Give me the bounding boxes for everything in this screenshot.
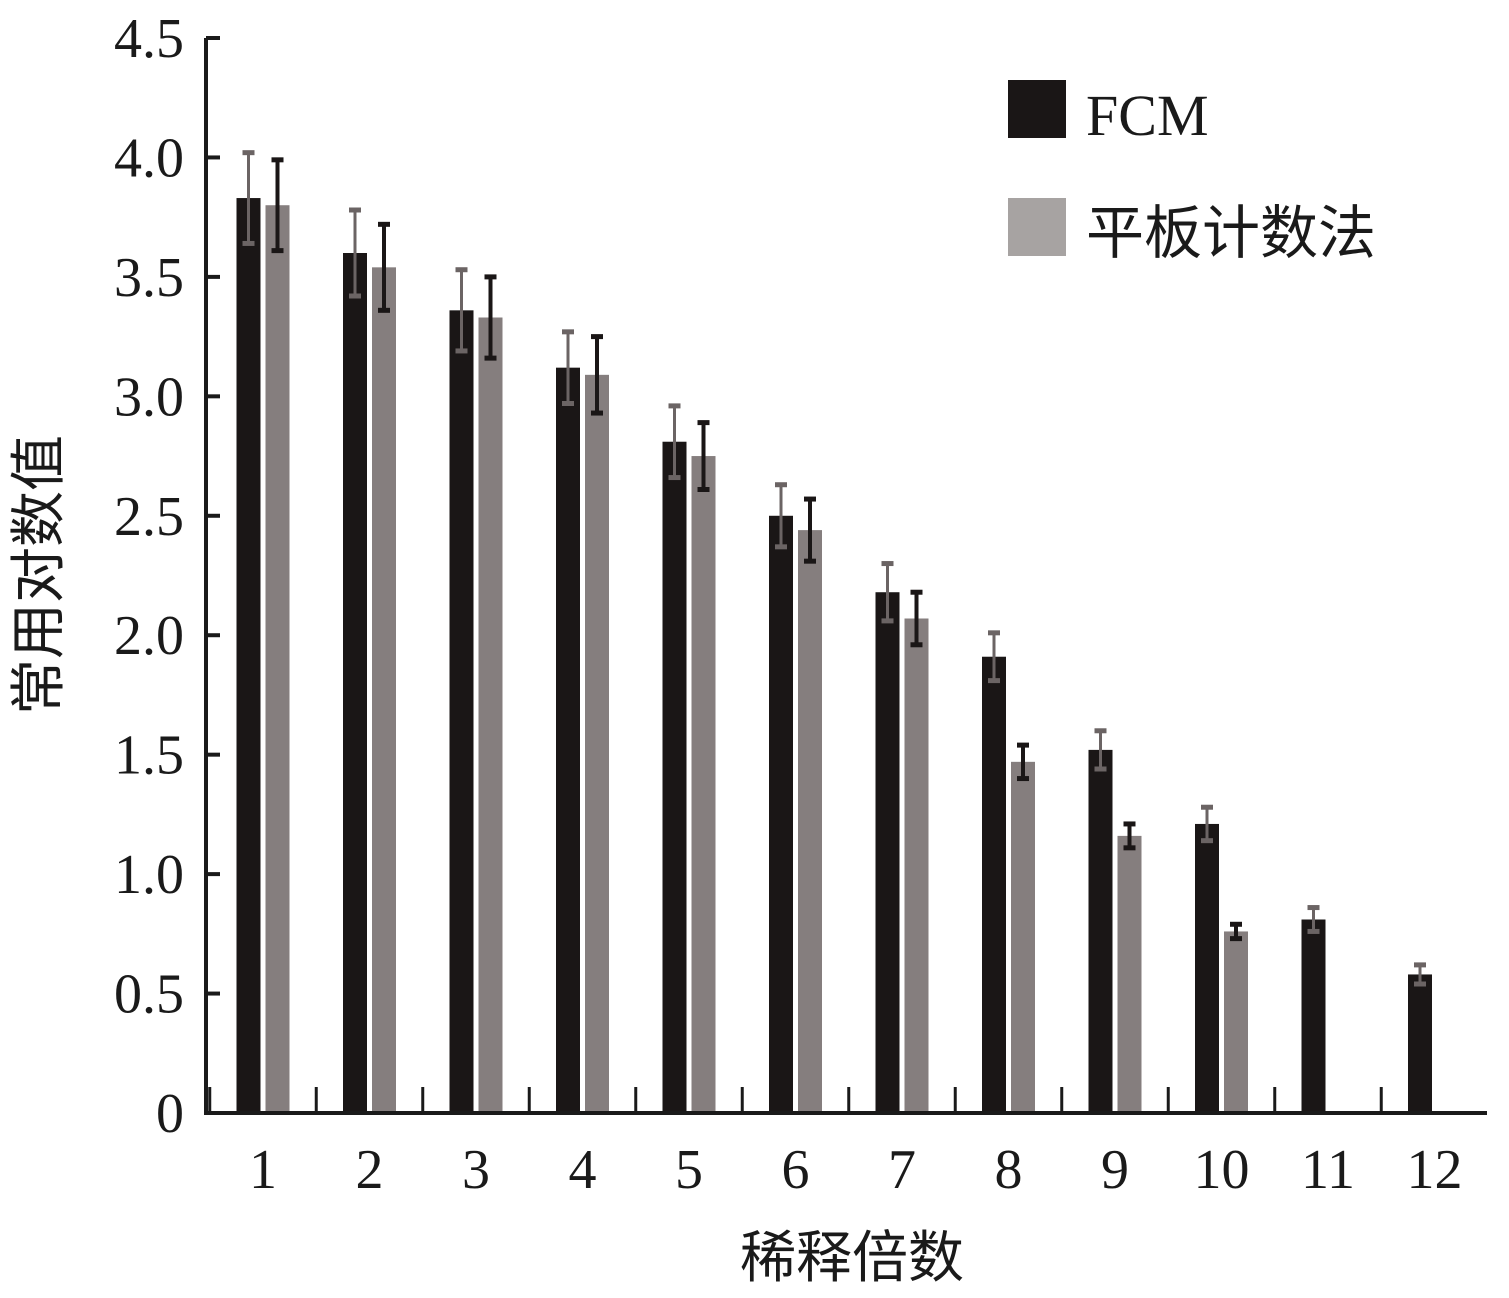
y-tick-label-4.5: 4.5 [114, 8, 184, 70]
x-tick-label-11: 11 [1301, 1139, 1355, 1201]
bar-plate-count-4 [585, 374, 609, 1113]
y-tick-label-3.5: 3.5 [114, 247, 184, 309]
error-bar-plate-count-2 [378, 221, 390, 313]
error-bar-fcm-7 [881, 561, 894, 624]
bar-fcm-10 [1195, 823, 1219, 1113]
x-tick-label-4: 4 [569, 1139, 597, 1201]
legend: FCM 平板计数法 [1008, 80, 1376, 266]
bar-plate-count-1 [265, 205, 290, 1113]
y-tick-label-3.0: 3.0 [114, 366, 184, 428]
legend-label-fcm: FCM [1086, 83, 1209, 148]
error-bar-fcm-1 [242, 150, 255, 246]
x-tick-label-9: 9 [1101, 1139, 1129, 1201]
ticks-layer: 00.51.01.52.02.53.03.54.04.51 2 3 4 5 6 7 8 9 10 1… [114, 8, 1463, 1201]
error-bar-fcm-12 [1414, 962, 1426, 987]
x-tick-label-7: 7 [888, 1139, 916, 1201]
error-bar-fcm-8 [988, 630, 1000, 684]
y-tick-label-2.5: 2.5 [114, 486, 184, 548]
error-bar-fcm-4 [562, 329, 574, 406]
bar-fcm-7 [875, 592, 900, 1113]
error-bar-plate-count-6 [804, 496, 816, 564]
y-tick-label-1.5: 1.5 [114, 725, 184, 787]
x-tick-label-8: 8 [995, 1139, 1023, 1201]
error-bar-fcm-2 [349, 207, 361, 299]
x-tick-label-1: 1 [249, 1139, 277, 1201]
bar-fcm-5 [662, 441, 687, 1113]
bar-fcm-8 [982, 656, 1006, 1113]
y-axis-title: 常用对数值 [7, 435, 72, 715]
axes-layer [204, 38, 1487, 1115]
error-bar-fcm-5 [668, 403, 681, 481]
legend-label-plate-count: 平板计数法 [1086, 201, 1376, 266]
y-tick-label-4.0: 4.0 [114, 127, 184, 189]
error-bar-plate-count-3 [484, 274, 497, 361]
bar-plate-count-3 [478, 317, 503, 1113]
bars-layer [236, 198, 1432, 1114]
error-bars-layer [242, 150, 1426, 987]
error-bar-plate-count-10 [1230, 921, 1242, 942]
x-tick-label-10: 10 [1194, 1139, 1250, 1201]
x-tick-label-12: 12 [1407, 1139, 1463, 1201]
y-tick-label-0: 0 [156, 1083, 184, 1145]
bar-fcm-12 [1408, 974, 1432, 1113]
bar-plate-count-10 [1224, 931, 1248, 1113]
bar-fcm-9 [1088, 749, 1113, 1113]
error-bar-plate-count-8 [1017, 742, 1029, 782]
x-tick-label-2: 2 [356, 1139, 384, 1201]
bar-plate-count-7 [904, 618, 929, 1113]
legend-swatch-plate-count [1008, 198, 1066, 256]
bar-fcm-2 [343, 253, 367, 1113]
x-tick-label-3: 3 [462, 1139, 490, 1201]
y-tick-label-1.0: 1.0 [114, 844, 184, 906]
error-bar-fcm-11 [1307, 905, 1320, 934]
bar-plate-count-9 [1117, 835, 1142, 1113]
error-bar-fcm-3 [455, 267, 468, 354]
legend-swatch-fcm [1008, 80, 1066, 138]
bar-plate-count-8 [1011, 761, 1035, 1113]
error-bar-plate-count-7 [910, 589, 923, 648]
x-tick-label-6: 6 [782, 1139, 810, 1201]
bar-fcm-11 [1301, 919, 1326, 1113]
y-tick-label-0.5: 0.5 [114, 964, 184, 1026]
bar-plate-count-2 [372, 267, 396, 1113]
error-bar-plate-count-1 [271, 157, 284, 254]
error-bar-fcm-10 [1201, 804, 1213, 844]
error-bar-plate-count-9 [1123, 821, 1136, 851]
bar-fcm-1 [236, 198, 261, 1114]
bar-fcm-6 [769, 515, 793, 1113]
y-tick-label-2.0: 2.0 [114, 605, 184, 667]
error-bar-plate-count-5 [697, 420, 710, 492]
error-bar-plate-count-4 [591, 334, 603, 416]
bar-fcm-4 [556, 367, 580, 1114]
bar-fcm-3 [449, 310, 474, 1113]
bar-plate-count-6 [798, 530, 822, 1113]
bar-plate-count-5 [691, 456, 716, 1113]
x-tick-label-5: 5 [675, 1139, 703, 1201]
x-axis-title: 稀释倍数 [740, 1226, 964, 1291]
error-bar-fcm-6 [775, 482, 787, 550]
error-bar-fcm-9 [1094, 728, 1107, 772]
